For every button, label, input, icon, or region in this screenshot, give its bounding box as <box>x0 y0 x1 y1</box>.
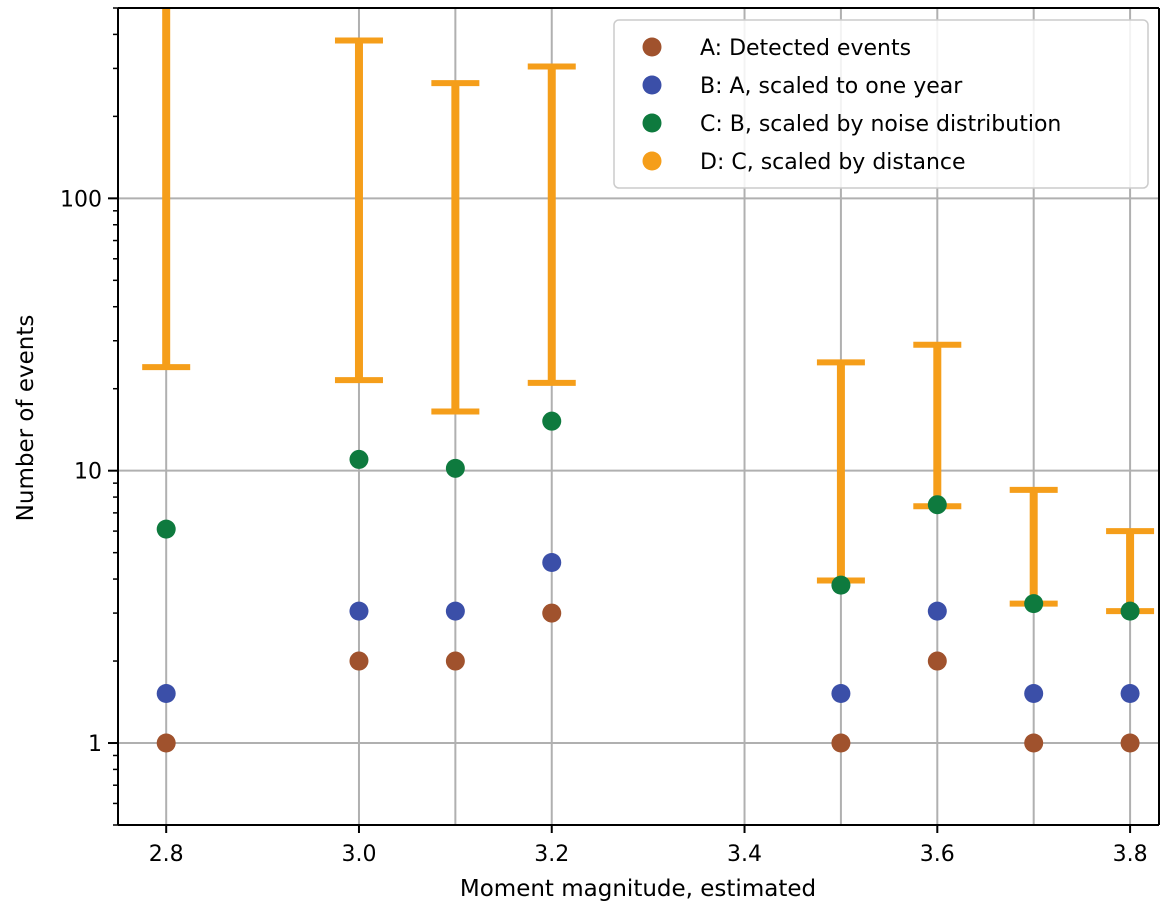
point-layer <box>156 411 1140 753</box>
data-point <box>542 411 562 431</box>
data-point <box>445 458 465 478</box>
x-tick-label: 2.8 <box>149 842 184 867</box>
legend: A: Detected events B: A, scaled to one ye… <box>613 19 1149 189</box>
x-tick-label: 3.0 <box>341 842 376 867</box>
x-tick-label: 3.2 <box>534 842 569 867</box>
data-point <box>156 683 176 703</box>
data-point <box>156 519 176 539</box>
legend-label: A: Detected events <box>700 36 911 61</box>
data-point <box>1120 601 1140 621</box>
x-axis-label: Moment magnitude, estimated <box>460 876 816 902</box>
legend-label: B: A, scaled to one year <box>700 74 963 99</box>
data-point <box>349 449 369 469</box>
data-point <box>156 733 176 753</box>
data-point <box>445 651 465 671</box>
data-point <box>927 495 947 515</box>
data-point <box>542 603 562 623</box>
legend-label: C: B, scaled by noise distribution <box>700 112 1061 137</box>
data-point <box>1120 683 1140 703</box>
axes-layer: 2.8 3.0 3.2 3.4 3.6 3.8 1 10 100 <box>60 7 1160 867</box>
y-axis-label: Number of events <box>13 315 39 522</box>
legend-label: D: C, scaled by distance <box>700 150 966 175</box>
y-tick-label: 100 <box>60 187 102 212</box>
data-point <box>927 601 947 621</box>
data-point <box>349 601 369 621</box>
x-tick-label: 3.8 <box>1113 842 1148 867</box>
data-point <box>349 651 369 671</box>
data-point <box>831 575 851 595</box>
legend-marker <box>642 37 662 57</box>
errorbar-layer <box>142 8 1155 615</box>
data-point <box>927 651 947 671</box>
data-point <box>1024 594 1044 614</box>
legend-box <box>613 19 1149 189</box>
data-point <box>445 601 465 621</box>
y-tick-label: 10 <box>74 460 102 485</box>
data-point <box>1120 733 1140 753</box>
data-point <box>831 733 851 753</box>
y-tick-label: 1 <box>88 732 102 757</box>
data-point <box>1024 683 1044 703</box>
data-point <box>1024 733 1044 753</box>
legend-marker <box>642 151 662 171</box>
x-tick-label: 3.4 <box>727 842 762 867</box>
legend-marker <box>642 113 662 133</box>
data-point <box>831 683 851 703</box>
x-tick-label: 3.6 <box>920 842 955 867</box>
data-point <box>542 553 562 573</box>
legend-marker <box>642 75 662 95</box>
